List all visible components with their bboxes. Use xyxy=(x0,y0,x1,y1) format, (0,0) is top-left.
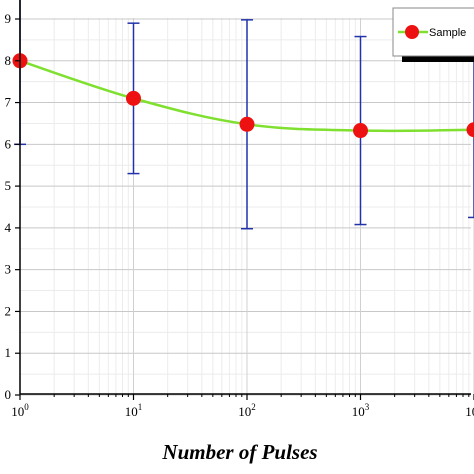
y-tick-label: 8 xyxy=(5,53,12,68)
legend-shadow xyxy=(402,54,474,62)
x-axis-label: Number of Pulses xyxy=(161,440,317,464)
legend: Sample xyxy=(392,7,474,62)
x-tick-label: 100 xyxy=(11,402,29,419)
y-tick-label: 1 xyxy=(5,345,12,360)
x-tick-label: 101 xyxy=(125,402,143,419)
y-tick-label: 2 xyxy=(5,303,12,318)
y-tick-label: 7 xyxy=(5,95,12,110)
minor-grid xyxy=(20,18,471,394)
y-tick-label: 3 xyxy=(5,262,12,277)
tick-labels: 0 1 2 3 4 5 6 7 8 9 100 101 102 103 104 xyxy=(5,11,474,419)
data-point xyxy=(239,116,255,132)
x-tick-label: 102 xyxy=(238,402,256,419)
data-point xyxy=(466,122,474,138)
y-tick-label: 6 xyxy=(5,136,12,151)
legend-marker-sample xyxy=(405,25,419,39)
data-point xyxy=(126,90,141,106)
legend-label-sample: Sample xyxy=(429,27,466,39)
y-tick-label: 0 xyxy=(5,387,12,402)
axes-layer xyxy=(15,0,474,400)
x-tick-label: 104 xyxy=(465,402,474,419)
y-tick-label: 5 xyxy=(5,178,12,193)
y-tick-label: 9 xyxy=(5,11,12,26)
x-tick-label: 103 xyxy=(352,402,370,419)
data-point xyxy=(353,123,368,139)
y-tick-label: 4 xyxy=(5,220,12,235)
